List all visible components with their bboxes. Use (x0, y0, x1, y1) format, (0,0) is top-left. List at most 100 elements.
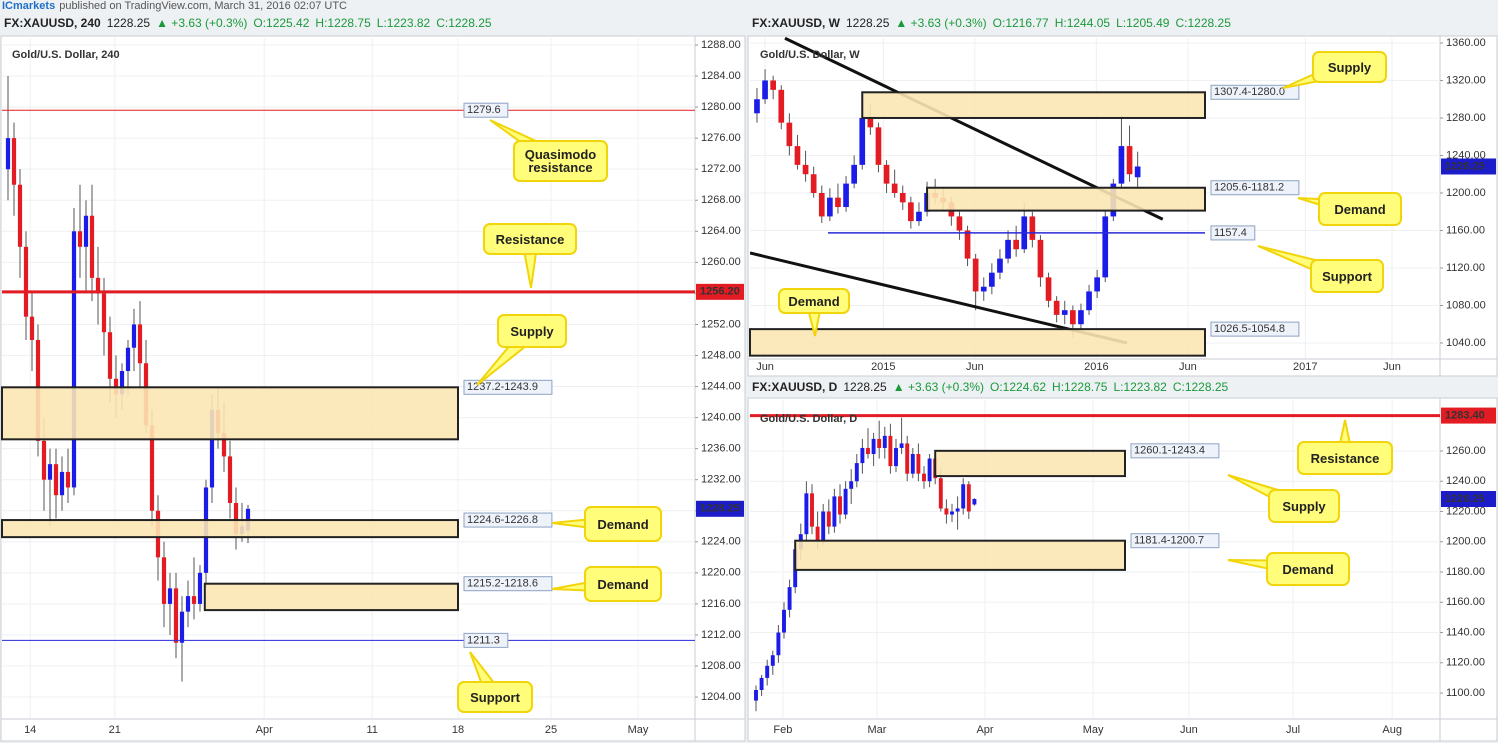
y-tick-label: 1200.00 (1446, 536, 1486, 548)
header-low: L:1205.49 (1116, 16, 1170, 30)
candle-body (916, 454, 921, 474)
zone (934, 449, 1126, 478)
x-tick-label: 2016 (1084, 361, 1108, 373)
callout: Demand (584, 506, 662, 542)
x-tick-label: Mar (867, 724, 886, 736)
candle-body (185, 596, 191, 612)
candle-body (233, 502, 239, 535)
candle-body (827, 197, 833, 217)
zone-label: 1237.2-1243.9 (467, 381, 538, 393)
candle-body (905, 443, 910, 474)
x-tick-label: 11 (366, 724, 377, 736)
candle-body (899, 443, 904, 448)
y-tick-label: 1120.00 (1446, 657, 1485, 669)
candle-body (77, 231, 83, 247)
header-change: ▲ +3.63 (+0.3%) (156, 16, 247, 30)
candle-body (782, 609, 786, 633)
x-tick-label: Jun (1180, 724, 1198, 736)
price-tag (1441, 407, 1496, 424)
candle-body (47, 464, 53, 480)
candle-body (810, 174, 817, 193)
candle-body (41, 440, 47, 480)
candle-body (765, 665, 770, 678)
candle-body (956, 216, 963, 231)
y-tick-label: 1200.00 (1446, 187, 1486, 199)
price-tag (696, 283, 744, 300)
y-tick-label: 1320.00 (1446, 74, 1486, 86)
y-tick-label: 1220.00 (701, 567, 741, 579)
candle-body (916, 211, 922, 222)
candle-body (843, 488, 848, 515)
header-high: H:1228.75 (1052, 380, 1108, 394)
chart-title: Gold/U.S. Dollar, 240 (12, 49, 120, 61)
candle-body (910, 454, 915, 474)
candle-body (802, 164, 809, 175)
candle-body (899, 192, 906, 203)
candle-body (1053, 300, 1060, 315)
candle-body (137, 324, 143, 364)
y-tick-label: 1252.00 (701, 318, 741, 330)
y-tick-label: 1160.00 (1446, 224, 1485, 236)
zone-label-box (1210, 180, 1300, 196)
candle-body (1005, 239, 1011, 259)
candle-body (762, 80, 768, 100)
y-tick-label: 1100.00 (1446, 687, 1485, 699)
candle-body (938, 478, 943, 509)
zone-label: 1224.6-1226.8 (467, 514, 538, 526)
y-tick-label: 1220.00 (1446, 505, 1486, 517)
candle-body (838, 496, 842, 515)
candle-body (59, 471, 65, 496)
header-open: O:1216.77 (993, 16, 1049, 30)
candle-body (961, 484, 966, 509)
candle-body (209, 409, 215, 488)
candle-body (818, 192, 825, 217)
y-tick-label: 1240.00 (1446, 475, 1486, 487)
callout: Quasimodo resistance (513, 140, 608, 182)
header-price: 1228.25 (843, 380, 887, 394)
y-tick-label: 1272.00 (701, 163, 741, 175)
candle-body (950, 511, 954, 515)
y-tick-label: 1224.00 (701, 536, 741, 548)
callout: Resistance (1297, 441, 1393, 475)
level-label: 1279.6 (467, 104, 501, 116)
zone (1, 386, 459, 441)
zone (926, 186, 1206, 212)
header-high: H:1228.75 (315, 16, 371, 30)
symbol-header: FX:XAUUSD, W 1228.25 ▲ +3.63 (+0.3%) O:1216… (752, 16, 1231, 30)
candle-body (866, 447, 870, 455)
x-tick-label: Jun (966, 361, 984, 373)
zone-label-box (1130, 443, 1220, 459)
candle-body (964, 230, 971, 259)
x-tick-label: Aug (1382, 724, 1402, 736)
callout: Demand (1318, 192, 1402, 226)
candle-body (955, 508, 960, 512)
header-price: 1228.25 (107, 16, 151, 30)
candle-body (778, 89, 785, 123)
callout: Supply (1268, 489, 1340, 523)
candle-body (832, 496, 837, 527)
y-tick-label: 1276.00 (701, 132, 741, 144)
last-price-tag (1441, 158, 1496, 175)
candle-body (1045, 277, 1052, 301)
zone (794, 539, 1126, 571)
candle-body (1102, 216, 1109, 278)
x-tick-label: Jun (1383, 361, 1401, 373)
y-tick-label: 1240.00 (1446, 149, 1486, 161)
x-tick-label: Apr (976, 724, 993, 736)
y-tick-label: 1260.00 (1446, 445, 1486, 457)
candle-body (854, 463, 859, 482)
candle-body (787, 587, 792, 610)
candle-body (11, 138, 17, 185)
y-tick-label: 1080.00 (1446, 299, 1486, 311)
header-symbol: FX:XAUUSD, D (752, 380, 838, 394)
x-tick-label: 2017 (1293, 361, 1317, 373)
zone-label: 1181.4-1200.7 (1134, 535, 1204, 547)
y-tick-label: 1280.00 (701, 101, 741, 113)
candle-body (1013, 239, 1019, 250)
callout: Demand (778, 288, 850, 314)
candle-body (1094, 277, 1100, 292)
zone-label-box (463, 512, 553, 528)
callout: Supply (1312, 51, 1387, 83)
candle-body (944, 508, 949, 515)
y-tick-label: 1244.00 (701, 380, 741, 392)
